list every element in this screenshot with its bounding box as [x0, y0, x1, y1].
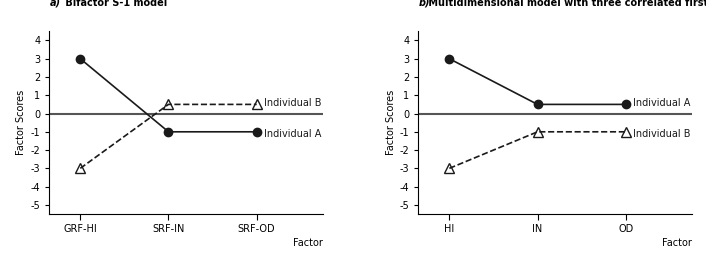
- Text: Factor: Factor: [293, 238, 323, 248]
- Text: a): a): [49, 0, 61, 8]
- Y-axis label: Factor Scores: Factor Scores: [16, 90, 27, 155]
- Text: Individual B: Individual B: [633, 129, 690, 139]
- Text: b): b): [419, 0, 430, 8]
- Y-axis label: Factor Scores: Factor Scores: [385, 90, 395, 155]
- Text: Factor: Factor: [662, 238, 692, 248]
- Text: Multidimensional model with three correlated first-order domain-specific factors: Multidimensional model with three correl…: [424, 0, 706, 8]
- Text: Individual A: Individual A: [633, 98, 690, 109]
- Text: Individual A: Individual A: [264, 129, 321, 139]
- Text: Bifactor S-1 model: Bifactor S-1 model: [61, 0, 167, 8]
- Text: Individual B: Individual B: [264, 98, 321, 109]
